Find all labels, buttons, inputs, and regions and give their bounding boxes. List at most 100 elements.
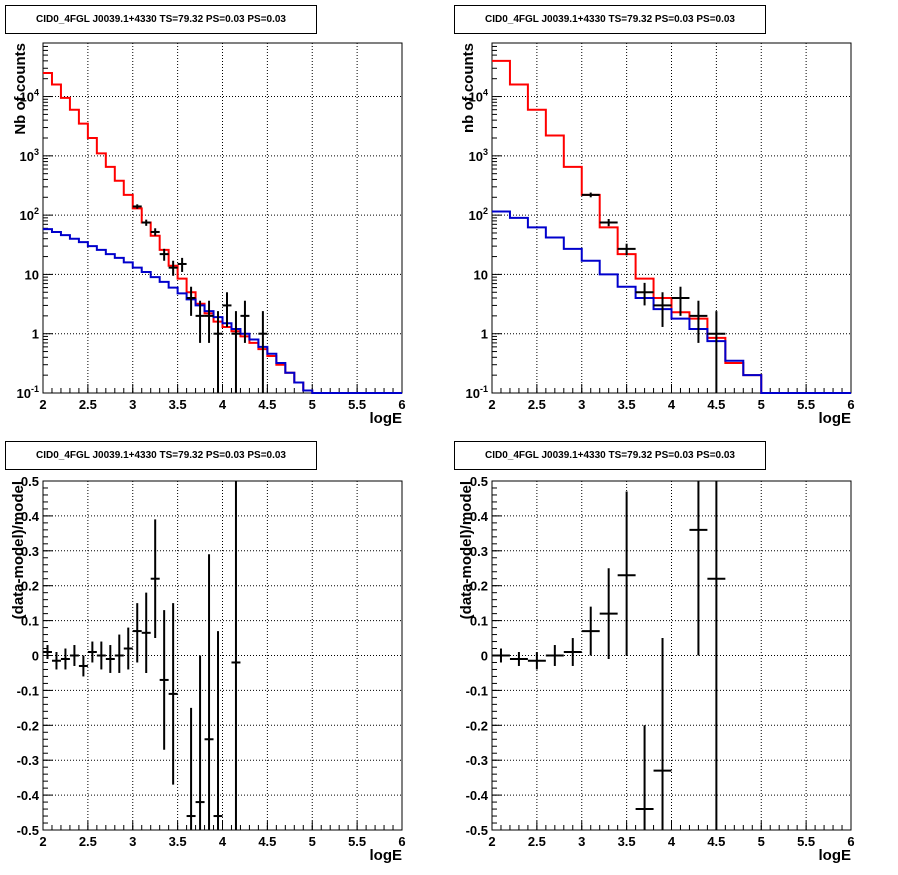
data-point	[581, 606, 600, 656]
y-tick-label: 0.2	[470, 579, 488, 594]
data-point	[159, 610, 169, 750]
y-tick-label: 0	[481, 649, 488, 664]
data-point	[195, 300, 205, 343]
data-point	[599, 568, 618, 659]
data-point	[671, 286, 690, 316]
data-point	[150, 228, 160, 236]
x-tick-label: 2	[39, 397, 46, 412]
data-point	[51, 652, 61, 670]
data-point	[132, 204, 142, 209]
y-tick-label: 1	[32, 327, 39, 342]
data-point	[159, 248, 169, 261]
y-axis-label: (data-model)/model	[458, 481, 475, 619]
x-tick-label: 5.5	[348, 834, 366, 849]
data-point	[141, 219, 151, 226]
y-tick-base: 10	[20, 90, 34, 105]
y-tick-base: 10	[469, 90, 483, 105]
data-point	[204, 300, 214, 343]
y-tick-label: 104	[469, 88, 488, 105]
data-point	[599, 219, 618, 227]
y-tick-exponent: 4	[483, 88, 488, 98]
data-point	[581, 192, 600, 198]
chart-panel-3: 2 2.5 3 3.5 4 4.5 5 5.5 6 -0.5 -0.4 -0.3 -0.2 -0.1 0 0.…	[10, 474, 406, 864]
data-point	[545, 645, 564, 666]
data-point	[114, 634, 124, 673]
x-tick-label: 5	[309, 834, 316, 849]
y-tick-label: -0.5	[17, 823, 39, 838]
data-point	[60, 648, 70, 670]
x-tick-label: 3	[129, 834, 136, 849]
x-tick-label: 5.5	[797, 397, 815, 412]
data-point	[186, 707, 196, 830]
chart-title: CID0_4FGL J0039.1+4330 TS=79.32 PS=0.03 …	[454, 5, 766, 34]
y-tick-label: 0.4	[21, 509, 40, 524]
data-point	[617, 243, 636, 256]
x-tick-label: 5.5	[348, 397, 366, 412]
y-tick-exponent: 3	[483, 147, 488, 157]
y-axis-label: Nb of counts	[12, 43, 29, 135]
data-point	[707, 311, 726, 393]
y-tick-label: 1	[481, 327, 488, 342]
y-tick-label: -0.3	[17, 753, 39, 768]
data-point	[87, 641, 97, 663]
y-tick-label: -0.1	[17, 683, 39, 698]
data-point	[653, 638, 672, 830]
y-tick-label: 0.2	[21, 579, 39, 594]
y-tick-label: 0.5	[470, 474, 488, 489]
data-point	[240, 300, 250, 343]
data-point	[123, 627, 133, 670]
x-tick-label: 2.5	[528, 834, 546, 849]
y-tick-label: 0.4	[470, 509, 489, 524]
y-tick-base: 10	[469, 208, 483, 223]
data-point	[509, 652, 528, 666]
data-point	[222, 292, 232, 327]
x-tick-label: 2	[488, 397, 495, 412]
y-tick-exponent: 2	[483, 206, 488, 216]
x-tick-label: 5.5	[797, 834, 815, 849]
x-tick-label: 4	[668, 834, 676, 849]
data-point	[177, 257, 187, 272]
chart-title: CID0_4FGL J0039.1+4330 TS=79.32 PS=0.03 …	[5, 441, 317, 470]
x-tick-label: 4	[668, 397, 676, 412]
chart-title: CID0_4FGL J0039.1+4330 TS=79.32 PS=0.03 …	[5, 5, 317, 34]
x-tick-label: 2.5	[79, 834, 97, 849]
y-tick-label: 10-1	[17, 384, 39, 401]
y-tick-label: 103	[469, 147, 488, 164]
y-tick-label: 10-1	[466, 384, 488, 401]
data-point	[653, 292, 672, 327]
data-point	[204, 554, 214, 830]
x-tick-label: 6	[398, 397, 405, 412]
data-point	[168, 603, 178, 785]
data-point	[213, 311, 223, 393]
x-tick-label: 2	[39, 834, 46, 849]
x-tick-label: 4.5	[258, 397, 276, 412]
data-point	[258, 311, 268, 393]
y-tick-exponent: -1	[31, 384, 39, 394]
x-tick-label: 3.5	[618, 834, 636, 849]
y-tick-label: -0.5	[466, 823, 488, 838]
x-tick-label: 5	[758, 834, 765, 849]
data-point	[689, 300, 708, 343]
y-tick-base: 10	[20, 149, 34, 164]
data-point	[78, 655, 88, 677]
x-tick-label: 4.5	[258, 834, 276, 849]
data-point	[195, 655, 205, 830]
y-tick-exponent: -1	[480, 384, 488, 394]
data-point	[635, 282, 654, 306]
x-tick-label: 2	[488, 834, 495, 849]
x-tick-label: 5	[309, 397, 316, 412]
x-axis-label: logE	[819, 847, 852, 864]
data-point	[707, 481, 726, 830]
y-tick-label: -0.3	[466, 753, 488, 768]
y-tick-label: -0.2	[17, 718, 39, 733]
y-tick-label: 0.5	[21, 474, 39, 489]
data-point	[231, 311, 241, 393]
y-tick-exponent: 3	[34, 147, 39, 157]
x-tick-label: 4.5	[707, 397, 725, 412]
y-tick-label: 0.1	[21, 614, 39, 629]
x-tick-label: 5	[758, 397, 765, 412]
y-tick-base: 10	[17, 386, 31, 401]
y-tick-label: 104	[20, 88, 39, 105]
y-tick-base: 10	[466, 386, 480, 401]
